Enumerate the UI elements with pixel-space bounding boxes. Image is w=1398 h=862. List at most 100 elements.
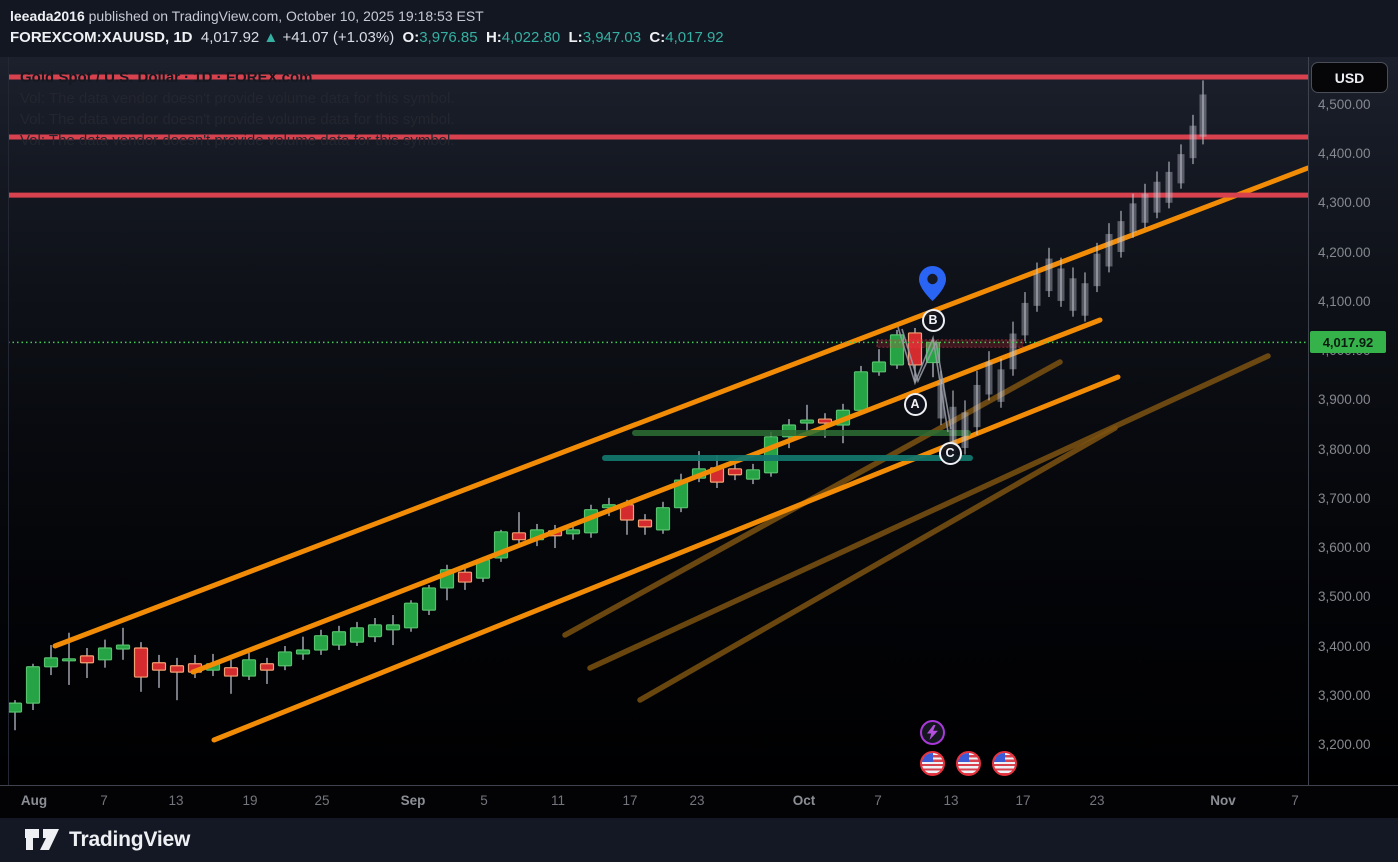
- abc-zigzag-line[interactable]: [897, 326, 949, 433]
- economic-event-icon[interactable]: [919, 719, 945, 745]
- candle-body: [853, 371, 869, 411]
- tradingview-logo-text: TradingView: [69, 827, 191, 851]
- candle-body: [61, 658, 77, 662]
- projection-bar-body[interactable]: [1117, 221, 1125, 253]
- price-axis-divider[interactable]: [1308, 57, 1309, 818]
- projection-bar-body[interactable]: [1129, 203, 1137, 233]
- trendline-orange[interactable]: [211, 374, 1121, 743]
- footer-band: TradingView: [0, 818, 1398, 862]
- price-tick-label: 3,600.00: [1318, 540, 1371, 556]
- time-tick-label: 13: [168, 793, 184, 808]
- candle-body: [367, 624, 383, 638]
- wave-label-c[interactable]: C: [938, 441, 962, 465]
- chart-legend: Gold Spot / U.S. Dollar · 1D · FOREX.com…: [20, 68, 455, 151]
- price-axis[interactable]: USD 4,500.00 4,400.00 4,300.00 4,200.00 4,10…: [1309, 57, 1398, 786]
- projection-bar-body[interactable]: [997, 369, 1005, 402]
- projection-bar-body[interactable]: [961, 412, 969, 449]
- time-tick-label: 17: [622, 793, 638, 808]
- trendline-brown[interactable]: [637, 425, 1118, 703]
- volume-legend-block: Vol: The data vendor doesn't provide vol…: [20, 88, 455, 151]
- volume-legend-line: Vol: The data vendor doesn't provide vol…: [20, 111, 455, 128]
- candle-body: [241, 659, 257, 677]
- open-value: 3,976.85: [419, 29, 478, 46]
- projection-bar-body[interactable]: [1177, 154, 1185, 184]
- us-flag-icon[interactable]: [991, 750, 1017, 776]
- candle-body: [43, 657, 59, 668]
- projection-bar-body[interactable]: [1069, 278, 1077, 311]
- candle-body: [817, 418, 833, 424]
- price-tick-label: 3,500.00: [1318, 589, 1371, 605]
- projection-bar-body[interactable]: [1093, 253, 1101, 287]
- trendline-brown[interactable]: [587, 353, 1271, 671]
- projection-bar-body[interactable]: [1189, 125, 1197, 159]
- projection-bar-body[interactable]: [1009, 333, 1017, 370]
- price-tick-label: 4,200.00: [1318, 244, 1371, 260]
- last-price: 4,017.92: [200, 29, 260, 46]
- symbol-name: FOREXCOM:XAUUSD, 1D: [10, 29, 193, 46]
- candle-body: [151, 662, 167, 671]
- price-tick-label: 3,200.00: [1318, 736, 1371, 752]
- candle-body: [259, 663, 275, 671]
- tradingview-logo[interactable]: TradingView: [24, 827, 190, 852]
- projection-bar-body[interactable]: [1141, 193, 1149, 223]
- symbol-ohlc-row: FOREXCOM:XAUUSD, 1D 4,017.92 ▲ +41.07 (+…: [10, 27, 724, 49]
- candle-body: [871, 361, 887, 373]
- us-flag-icon[interactable]: [955, 750, 981, 776]
- price-tick-label: 4,500.00: [1318, 96, 1371, 112]
- price-tick-label: 4,300.00: [1318, 195, 1371, 211]
- high-value: 4,022.80: [501, 29, 561, 46]
- projection-bar-body[interactable]: [1105, 233, 1113, 267]
- snapshot-header: leeada2016 published on TradingView.com,…: [10, 6, 724, 49]
- time-tick-label: 23: [1089, 793, 1105, 808]
- time-tick-label: Sep: [400, 793, 426, 808]
- time-tick-label: 23: [689, 793, 705, 808]
- trendline-orange[interactable]: [190, 317, 1103, 675]
- candle-body: [349, 627, 365, 643]
- wave-label-b[interactable]: B: [921, 308, 945, 332]
- map-pin-icon[interactable]: [918, 266, 946, 306]
- last-price-tag: 4,017.92: [1310, 331, 1386, 354]
- publish-byline: leeada2016 published on TradingView.com,…: [10, 6, 724, 26]
- close-value: 4,017.92: [665, 29, 724, 46]
- time-tick-label: 7: [100, 793, 108, 808]
- projection-bar-body[interactable]: [1021, 302, 1029, 336]
- username: leeada2016: [10, 8, 85, 24]
- price-tick-label: 3,400.00: [1318, 638, 1371, 654]
- pane-bottom-border: [0, 785, 1398, 786]
- candle-body: [907, 332, 923, 366]
- time-tick-label: Aug: [20, 793, 48, 808]
- projection-bar-body[interactable]: [973, 384, 981, 428]
- us-flag-icon[interactable]: [919, 750, 945, 776]
- low-label: L:: [568, 29, 583, 46]
- price-tick-label: 3,700.00: [1318, 490, 1371, 506]
- price-range-band[interactable]: [876, 339, 1024, 348]
- candle-body: [637, 519, 653, 528]
- volume-legend-line: Vol: The data vendor doesn't provide vol…: [20, 132, 455, 149]
- time-tick-label: Nov: [1210, 793, 1236, 808]
- candle-body: [277, 651, 293, 667]
- chart-pane[interactable]: [8, 57, 1308, 785]
- candle-body: [511, 532, 527, 541]
- abc-zigzag-line[interactable]: [901, 328, 952, 430]
- projection-bar-body[interactable]: [1165, 171, 1173, 203]
- projection-bar-body[interactable]: [1199, 94, 1207, 137]
- time-axis[interactable]: Aug 7 13 19 25 Sep 5 11 17 23 Oct 7 13 17 23 Nov 7: [0, 786, 1398, 818]
- candle-body: [655, 507, 671, 531]
- projection-bar-body[interactable]: [1033, 273, 1041, 306]
- time-tick-label: 13: [943, 793, 959, 808]
- price-change: +41.07 (+1.03%): [282, 29, 395, 46]
- price-tick-label: 3,900.00: [1318, 392, 1371, 408]
- wave-label-a[interactable]: A: [903, 392, 927, 416]
- currency-button[interactable]: USD: [1311, 62, 1388, 93]
- candle-body: [727, 468, 743, 476]
- projection-bar-body[interactable]: [937, 382, 945, 419]
- projection-bar-body[interactable]: [1045, 258, 1053, 292]
- projection-bar-body[interactable]: [1057, 268, 1065, 301]
- projection-bar-body[interactable]: [1081, 283, 1089, 316]
- trendline-orange[interactable]: [52, 165, 1308, 649]
- projection-bar-body[interactable]: [1153, 181, 1161, 213]
- projection-bar-body[interactable]: [949, 406, 957, 456]
- close-label: C:: [649, 29, 666, 46]
- candle-body: [403, 602, 419, 629]
- projection-bar-body[interactable]: [985, 361, 993, 395]
